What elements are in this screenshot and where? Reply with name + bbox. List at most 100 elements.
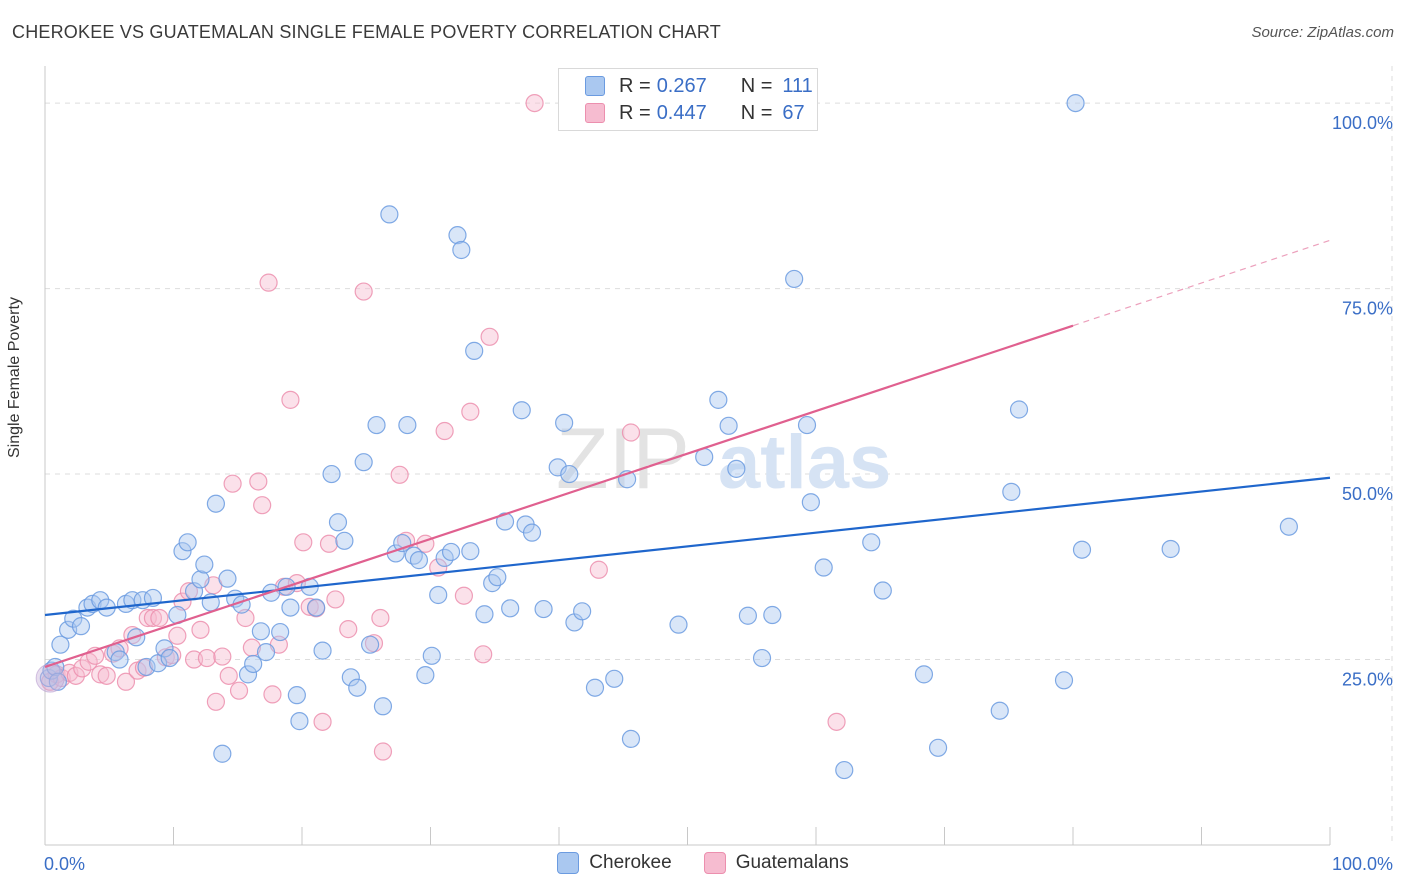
chart-title: CHEROKEE VS GUATEMALAN SINGLE FEMALE POV…: [12, 22, 721, 42]
r-value: 0.267: [656, 74, 707, 97]
guatemalan-point: [168, 626, 187, 645]
r-label: R =: [619, 101, 651, 124]
guatemalan-point: [259, 273, 278, 292]
guatemalan-point: [300, 597, 319, 616]
n-label: N =: [740, 101, 773, 124]
cherokee-point: [534, 599, 553, 619]
guatemalan-point: [223, 474, 242, 493]
guatemalan-point: [480, 327, 499, 346]
guatemalan-point: [66, 666, 85, 685]
cherokee-point: [218, 569, 237, 588]
cherokee-point: [335, 531, 354, 550]
cherokee-point: [348, 678, 367, 697]
cherokee-point: [669, 615, 688, 634]
cherokee-point: [195, 555, 214, 574]
cherokee-point: [914, 665, 934, 684]
cherokee-point: [548, 458, 567, 477]
source-label: Source: ZipAtlas.com: [1251, 24, 1394, 41]
stats-row-cherokee: R = 0.267 N = 111: [585, 74, 813, 98]
guatemalan-point: [435, 421, 454, 441]
cherokee-point: [178, 533, 197, 552]
cherokee-point: [271, 622, 290, 642]
cherokee-point: [238, 665, 258, 684]
cherokee-point: [416, 666, 435, 685]
series-legend: Cherokee Guatemalans: [0, 852, 1406, 874]
x-tick-label: 0.0%: [44, 854, 85, 874]
legend-item-cherokee[interactable]: Cherokee: [557, 852, 672, 874]
x-tick-label: 100.0%: [1332, 854, 1393, 874]
guatemalan-point: [461, 402, 480, 421]
cherokee-point: [313, 641, 332, 660]
watermark: ZIP atlas: [556, 411, 891, 507]
guatemalan-point: [326, 590, 345, 609]
guatemalan-point: [143, 608, 163, 628]
cherokee-point: [814, 558, 833, 577]
cherokee-point: [585, 678, 605, 697]
cherokee-point: [290, 712, 309, 731]
cherokee-point: [483, 574, 502, 593]
guatemalan-point: [263, 685, 282, 704]
cherokee-point: [785, 269, 804, 289]
cherokee-point: [39, 668, 58, 688]
cherokee-point: [990, 701, 1009, 720]
cherokee-point: [475, 605, 494, 624]
cherokee-point: [1072, 540, 1092, 559]
stats-legend: R = 0.267 N = 111 R = 0.447 N = 67: [558, 68, 818, 131]
guatemalan-point: [219, 666, 238, 685]
cherokee-point: [380, 205, 399, 224]
cherokee-point: [110, 650, 129, 669]
cherokee-point: [244, 654, 263, 674]
guatemalan-point: [827, 712, 846, 731]
guatemalan-point: [116, 672, 136, 691]
cherokee-point: [928, 738, 948, 757]
trend-lines: [44, 239, 1331, 668]
cherokee-point: [1161, 539, 1180, 559]
n-value: 67: [782, 101, 805, 124]
cluster-point: [35, 663, 65, 693]
cherokee-point: [862, 533, 881, 552]
cherokee-point: [512, 401, 531, 420]
cherokee-point: [1066, 93, 1085, 113]
cherokee-point: [727, 459, 746, 478]
guatemalan-point: [191, 620, 210, 639]
cherokee-point: [256, 643, 276, 662]
guatemalan-point: [474, 645, 493, 664]
cherokee-point: [71, 617, 91, 636]
cherokee-point: [465, 341, 484, 360]
legend-item-guatemalans[interactable]: Guatemalans: [703, 852, 849, 874]
stats-row-guatemalan: R = 0.447 N = 67: [585, 101, 805, 125]
cherokee-point: [1002, 482, 1021, 501]
cherokee-point: [441, 542, 461, 562]
cherokee-point: [801, 493, 820, 512]
cherokee-point: [752, 648, 772, 668]
cherokee-point: [1009, 400, 1029, 419]
y-tick-label: 25.0%: [1342, 670, 1393, 690]
cherokee-point: [488, 568, 507, 587]
cherokee-point: [287, 686, 306, 705]
guatemalan-point: [197, 648, 217, 668]
cherokee-point: [206, 494, 226, 513]
guatemalan-point: [589, 560, 608, 579]
cherokee-point: [155, 639, 174, 658]
guatemalan-point: [313, 712, 332, 731]
cherokee-point: [281, 598, 300, 617]
cherokee-point: [373, 697, 393, 716]
cherokee-point: [322, 464, 341, 484]
guatemalan-point: [213, 647, 232, 666]
guatemalan-point: [339, 620, 358, 639]
cherokee-point: [173, 542, 192, 561]
cherokee-point: [251, 622, 270, 641]
n-label: N =: [740, 74, 773, 97]
cherokee-point: [501, 599, 520, 618]
y-tick-label: 100.0%: [1332, 113, 1393, 133]
guatemalan-point: [236, 608, 255, 628]
guatemalan-point: [525, 93, 544, 113]
guatemalan-point: [97, 666, 116, 685]
cherokee-point: [522, 523, 542, 542]
cherokee-point: [341, 668, 360, 687]
cherokee-point: [361, 635, 380, 654]
cherokee-point: [398, 415, 417, 435]
cherokee-point: [835, 760, 854, 780]
cherokee-trend-line: [44, 476, 1331, 617]
guatemalan-point: [319, 534, 339, 553]
